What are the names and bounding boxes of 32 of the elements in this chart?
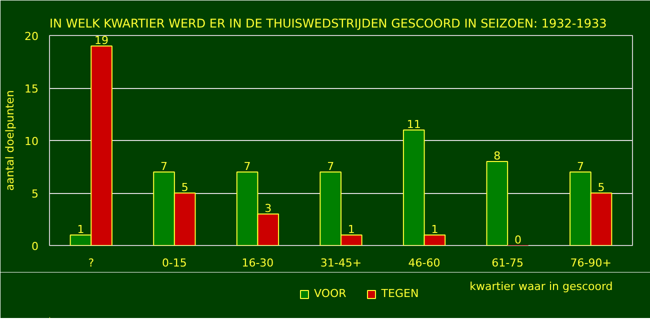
y-tick-label: 5: [32, 188, 38, 200]
x-tick-label: 76-90+: [570, 256, 612, 270]
y-tick-label: 10: [24, 135, 39, 148]
data-label: 0: [514, 234, 522, 246]
data-label: 1: [77, 223, 84, 236]
data-label: 5: [598, 181, 605, 194]
x-tick-label: 31-45+: [320, 256, 362, 270]
data-label: 11: [406, 118, 421, 131]
data-label: 7: [160, 160, 168, 173]
y-tick-label: 0: [32, 240, 38, 253]
chart-title: IN WELK KWARTIER WERD ER IN DE THUISWEDSTRIJDEN GESCOORD IN SEIZOEN: 1932-1933: [50, 16, 607, 30]
x-axis-title: kwartier waar in gescoord: [470, 280, 613, 293]
y-tick-label: 15: [24, 82, 39, 96]
data-label: 3: [264, 202, 272, 215]
data-label: 7: [244, 160, 251, 173]
x-tick-label: 0-15: [162, 256, 187, 270]
x-tick-label: 46-60: [408, 256, 440, 270]
data-label: 8: [494, 150, 501, 162]
bar: [486, 161, 508, 246]
data-label: 7: [576, 160, 584, 173]
data-label: 5: [181, 181, 188, 194]
y-axis-title: aantal doelpunten: [4, 90, 17, 191]
x-tick-label: 61-75: [492, 256, 524, 270]
data-label: 7: [327, 160, 334, 173]
data-label: 1: [431, 223, 438, 236]
x-tick-label: 16-30: [242, 256, 274, 270]
legend-label: TEGEN: [381, 287, 419, 300]
x-tick-label: ?: [88, 256, 94, 270]
data-label: 19: [94, 34, 109, 47]
y-tick-label: 20: [24, 30, 39, 43]
data-label: 1: [348, 223, 355, 236]
legend-label: VOOR: [314, 287, 346, 300]
